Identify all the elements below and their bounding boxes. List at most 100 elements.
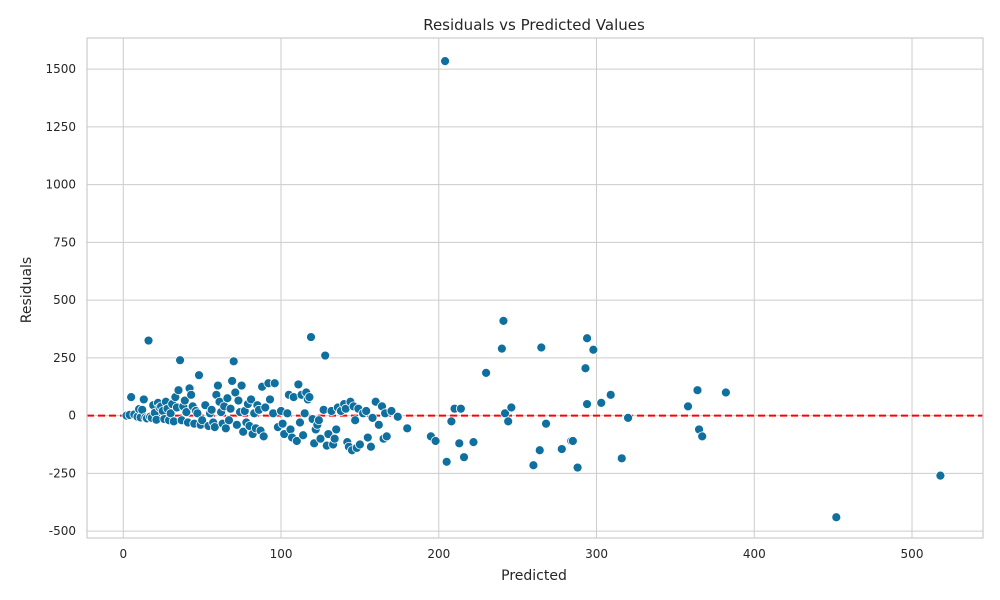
- scatter-point: [605, 389, 616, 400]
- scatter-point: [381, 431, 392, 442]
- y-tick-label: 1500: [45, 62, 76, 76]
- chart-title: Residuals vs Predicted Values: [423, 16, 645, 34]
- y-tick-label: -250: [49, 466, 76, 480]
- scatter-point: [224, 415, 234, 426]
- scatter-point: [197, 415, 208, 426]
- scatter-point: [534, 445, 545, 456]
- y-tick-label: 500: [53, 293, 76, 307]
- scatter-point: [588, 344, 599, 355]
- scatter-point: [222, 393, 233, 404]
- scatter-point: [572, 462, 583, 473]
- x-axis-label: Predicted: [501, 568, 567, 584]
- scatter-point: [143, 335, 154, 346]
- scatter-point: [541, 418, 551, 429]
- scatter-point: [225, 403, 236, 414]
- scatter-point: [282, 408, 293, 419]
- scatter-point: [233, 395, 244, 406]
- y-tick-label: 1000: [45, 178, 76, 192]
- scatter-point: [306, 332, 316, 342]
- scatter-point: [582, 399, 592, 409]
- scatter-point: [228, 356, 239, 367]
- scatter-point: [935, 470, 946, 481]
- scatter-point: [440, 56, 450, 66]
- scatter-point: [402, 423, 413, 434]
- scatter-point: [536, 342, 547, 353]
- scatter-point: [454, 438, 465, 449]
- scatter-point: [692, 385, 703, 396]
- scatter-point: [366, 441, 376, 452]
- scatter-point: [236, 380, 247, 391]
- plot-frame: [86, 37, 984, 539]
- x-tick-label: 500: [901, 547, 924, 561]
- scatter-point: [227, 376, 238, 386]
- x-tick-label: 300: [585, 547, 608, 561]
- scatter-point: [331, 424, 342, 435]
- scatter-point: [265, 394, 275, 405]
- scatter-point: [506, 402, 517, 413]
- scatter-point: [481, 367, 491, 378]
- y-tick-label: -500: [49, 524, 76, 538]
- scatter-point: [291, 436, 302, 446]
- scatter-point: [373, 419, 384, 430]
- scatter-point: [192, 408, 203, 419]
- scatter-point: [556, 444, 567, 454]
- scatter-point: [138, 394, 149, 405]
- scatter-point: [179, 395, 190, 406]
- scatter-point: [355, 439, 365, 450]
- scatter-point: [194, 370, 204, 381]
- scatter-point: [304, 392, 315, 403]
- scatter-point: [596, 397, 607, 408]
- scatter-point: [361, 406, 372, 416]
- scatter-point: [367, 413, 378, 423]
- tick-label-layer: 0 100 200 300 400 500 -500 -250 0 250 500 750 1000 12…: [45, 62, 923, 561]
- y-tick-label: 750: [53, 235, 76, 249]
- x-tick-label: 200: [427, 547, 450, 561]
- scatter-point: [175, 355, 185, 366]
- scatter-point: [455, 403, 466, 414]
- scatter-point: [580, 363, 591, 374]
- y-tick-label: 250: [53, 351, 76, 365]
- scatter-point: [186, 389, 197, 400]
- scatter-point: [285, 424, 296, 435]
- scatter-point: [446, 416, 457, 427]
- y-tick-label: 0: [68, 409, 76, 423]
- scatter-point: [293, 379, 304, 390]
- scatter-point: [459, 452, 469, 463]
- scatter-point: [295, 417, 305, 428]
- scatter-point: [173, 385, 184, 396]
- x-tick-label: 0: [119, 547, 127, 561]
- scatter-point: [582, 333, 592, 344]
- scatter-point: [315, 433, 326, 444]
- y-tick-label: 1250: [45, 120, 76, 134]
- scatter-point: [503, 416, 514, 427]
- scatter-point: [386, 406, 397, 416]
- scatter-point: [269, 378, 280, 389]
- scatter-point: [230, 387, 241, 398]
- scatter-point: [299, 408, 310, 419]
- scatter-point: [231, 419, 242, 430]
- scatter-point: [528, 460, 539, 471]
- scatter-point: [567, 436, 578, 446]
- scatter-point: [260, 402, 271, 413]
- scatter-point: [246, 394, 256, 405]
- scatter-point: [697, 431, 708, 442]
- scatter-point: [430, 436, 441, 446]
- scatter-point: [181, 407, 192, 418]
- scatter-point: [831, 512, 842, 523]
- scatter-point: [277, 418, 288, 429]
- scatter-point: [329, 433, 340, 444]
- scatter-point: [683, 401, 693, 412]
- x-tick-label: 100: [270, 547, 293, 561]
- scatter-point: [468, 437, 479, 448]
- scatter-point: [126, 392, 137, 403]
- scatter-point: [320, 350, 331, 361]
- scatter-point: [392, 411, 403, 422]
- scatter-point: [238, 426, 249, 437]
- scatter-point: [362, 432, 373, 443]
- scatter-point: [206, 404, 217, 415]
- scatter-point: [441, 456, 452, 467]
- scatter-point: [720, 387, 731, 398]
- scatter-point: [213, 380, 223, 391]
- points-layer: [121, 56, 946, 523]
